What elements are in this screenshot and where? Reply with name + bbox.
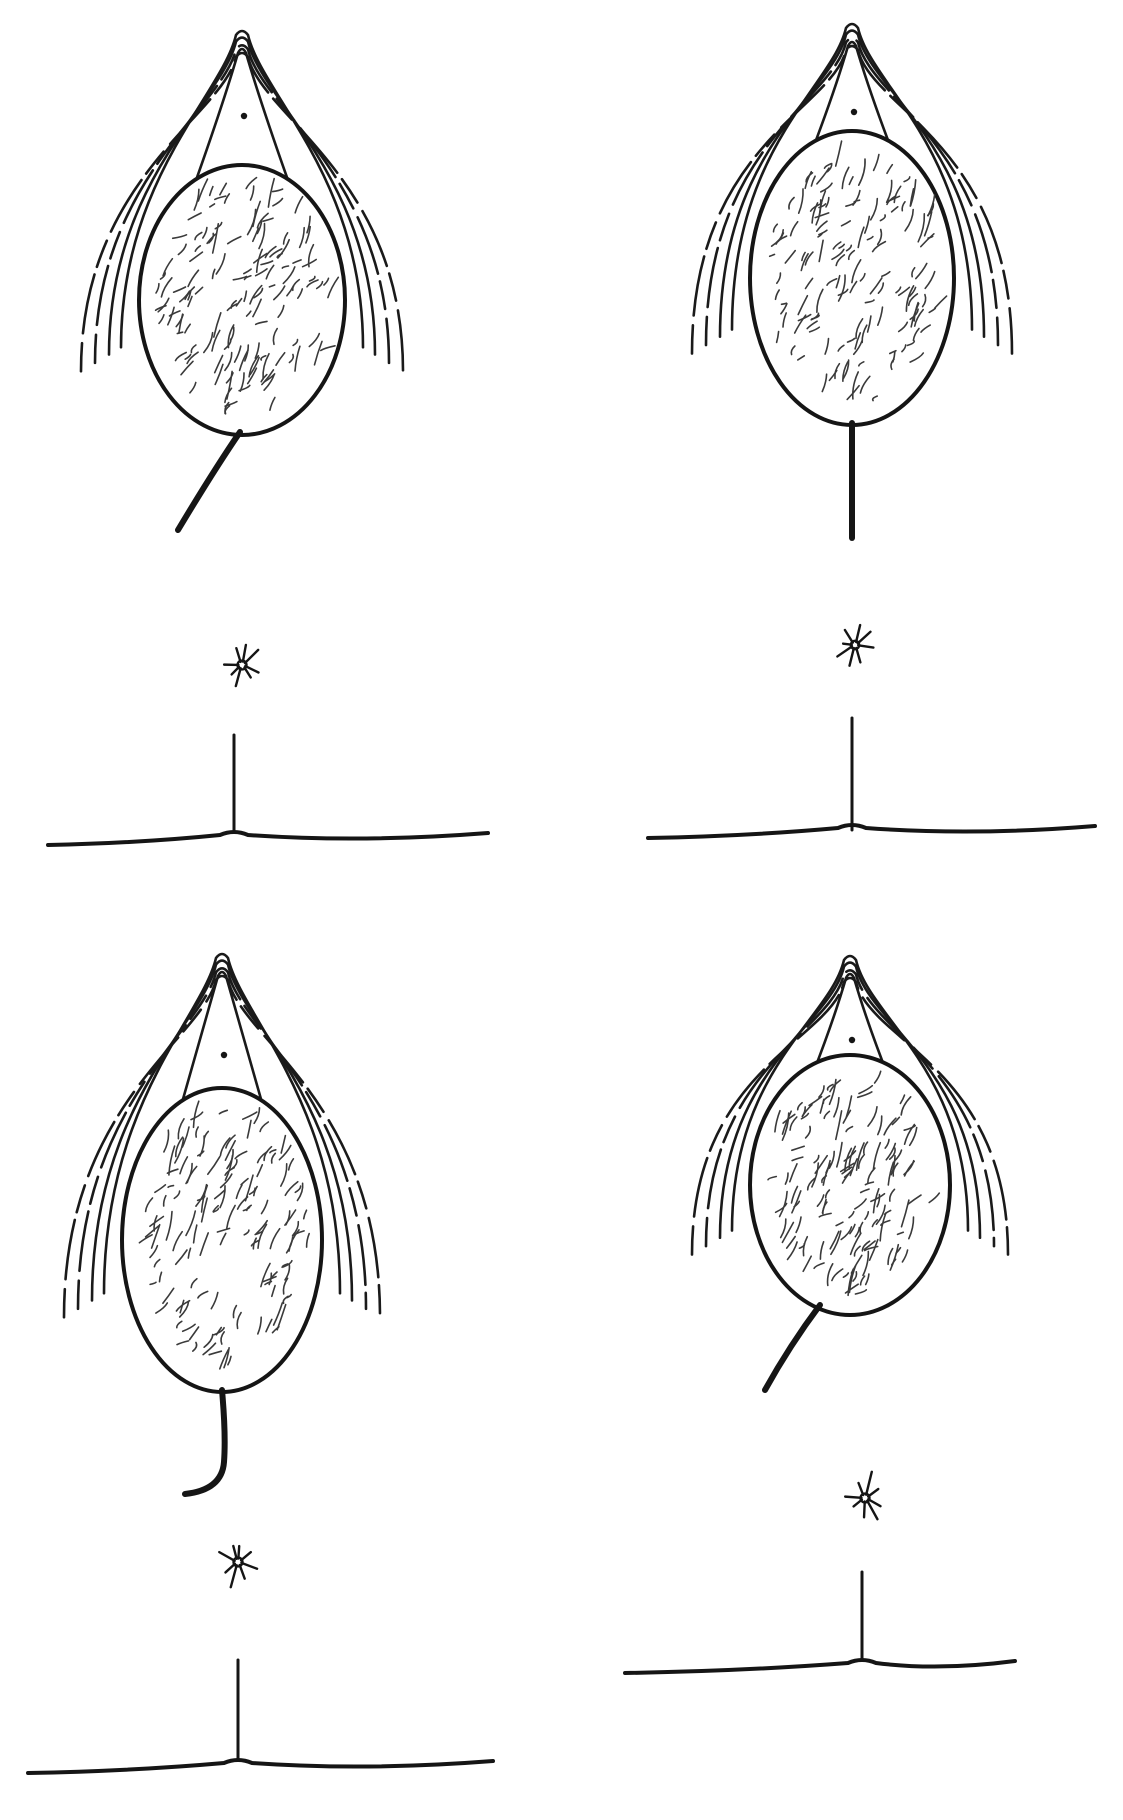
labial-fold-line (90, 959, 354, 1302)
labial-fold-outline (690, 22, 1014, 355)
labial-fold-line (718, 29, 986, 338)
panel-bottom-right (623, 954, 1017, 1675)
fetal-head (137, 163, 347, 437)
urethral-dot (240, 112, 248, 120)
gluteal-fold-line (623, 1658, 1017, 1675)
perineal-line-oblique-left (762, 1302, 823, 1393)
labial-fold-line (76, 967, 368, 1311)
anus-mark (222, 643, 260, 688)
labial-fold-line (102, 952, 342, 1295)
gluteal-fold-line (646, 823, 1097, 840)
labial-fold-line (62, 974, 382, 1319)
anus-mark (218, 1544, 259, 1589)
hair-hatching (138, 1100, 310, 1370)
perineal-line-hooked-left (182, 1387, 228, 1497)
perineal-line-oblique-left (175, 429, 243, 533)
labial-fold-line (93, 44, 391, 365)
urethral-dot (848, 1036, 856, 1044)
urethral-dot (850, 108, 858, 116)
hair-hatching (768, 140, 948, 402)
fetal-head-outline (137, 163, 347, 437)
labial-fold-line (730, 954, 970, 1232)
hair-hatching (767, 1070, 941, 1297)
fetal-head-outline (748, 1053, 952, 1317)
labial-fold-line (690, 44, 1014, 355)
fetal-head (748, 1053, 952, 1317)
vestibule-outline (787, 40, 917, 212)
labial-fold-outline (62, 952, 382, 1319)
gluteal-fold-line (46, 830, 490, 847)
anus-mark (843, 1470, 882, 1521)
labial-fold-outline (79, 29, 405, 373)
vestibule-outline (786, 972, 914, 1137)
gluteal-fold-line (26, 1758, 495, 1775)
vestibule-outline (176, 47, 308, 232)
vestibule-outline (158, 970, 286, 1182)
fetal-head (120, 1086, 324, 1394)
hair-hatching (154, 176, 340, 415)
panel-top-right (646, 22, 1097, 840)
anus-mark (836, 623, 875, 667)
labial-fold-line (79, 51, 405, 373)
labial-fold-line (690, 976, 1010, 1256)
fetal-head (748, 129, 956, 427)
urethral-dot (220, 1051, 228, 1059)
labial-fold-line (730, 22, 974, 331)
labial-fold-outline (690, 954, 1010, 1256)
panel-top-left (46, 29, 490, 847)
labial-fold-line (718, 961, 982, 1239)
panel-bottom-left (26, 952, 495, 1775)
labial-fold-line (704, 37, 1000, 347)
labial-fold-line (119, 29, 365, 349)
labial-fold-line (704, 969, 996, 1248)
labial-fold-line (107, 36, 377, 356)
